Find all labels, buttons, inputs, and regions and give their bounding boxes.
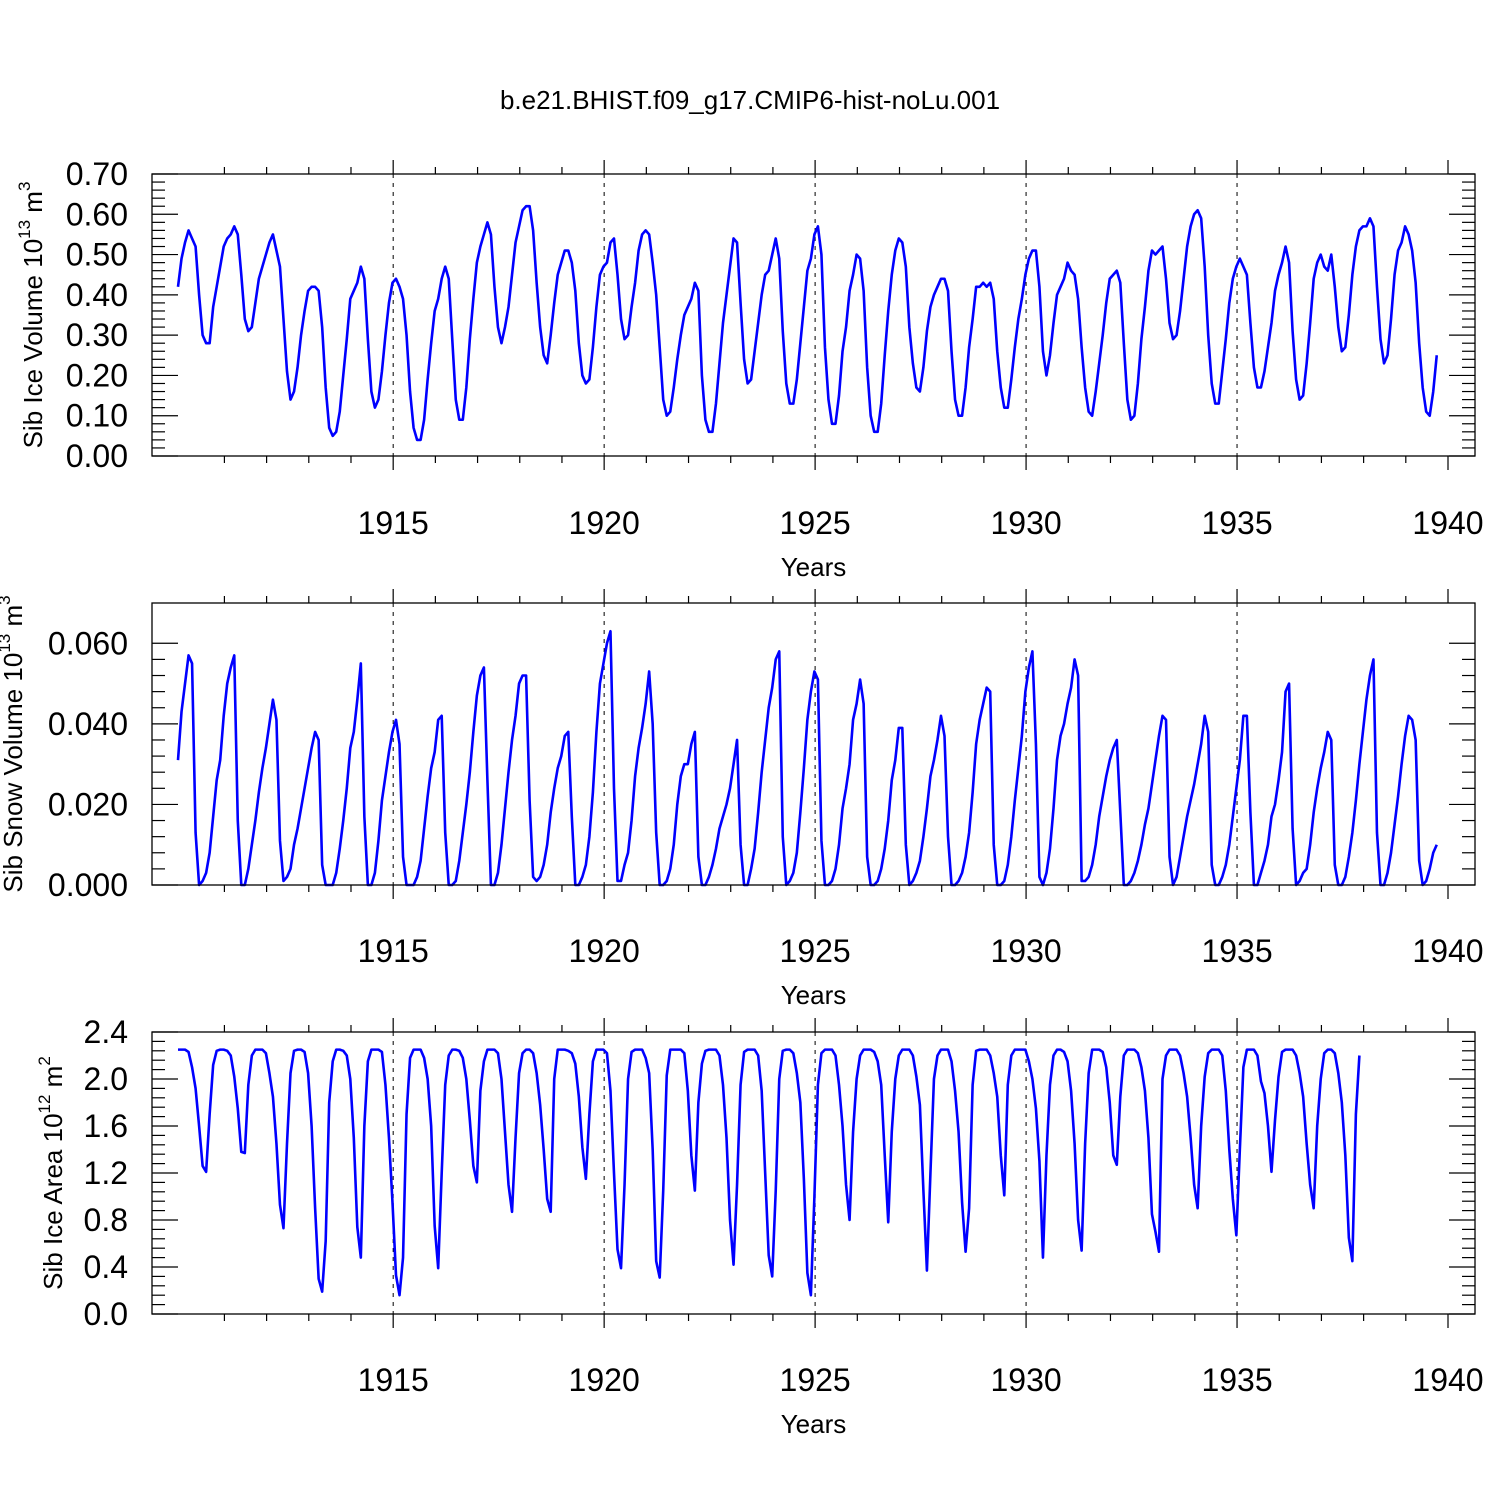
ice-volume-x-tick-labels: 1915 1920 1925 1930 1935 1940 xyxy=(358,505,1484,541)
snow-volume-y-axis-label-exponent: 13 xyxy=(0,634,14,653)
snow-volume-axis-ticks xyxy=(152,589,1475,899)
ice-volume-x-tick-label: 1915 xyxy=(358,505,429,541)
snow-volume-panel: 0.000 0.020 0.040 0.060 1915 1920 1925 1930 193… xyxy=(0,589,1484,1010)
ice-volume-plot-frame xyxy=(151,173,1476,457)
ice-area-x-tick-label: 1925 xyxy=(780,1362,851,1398)
ice-volume-y-tick-label: 0.00 xyxy=(66,438,128,474)
ice-area-plot-frame xyxy=(151,1031,1476,1315)
ice-volume-y-tick-label: 0.10 xyxy=(66,398,128,434)
snow-volume-y-axis-label: Sib Snow Volume 1013 m3 xyxy=(0,595,28,892)
ice-volume-y-tick-label: 0.30 xyxy=(66,317,128,353)
snow-volume-y-tick-label: 0.040 xyxy=(48,706,128,742)
ice-area-y-tick-label: 0.4 xyxy=(84,1249,128,1285)
snow-volume-y-tick-labels: 0.000 0.020 0.040 0.060 xyxy=(48,625,128,903)
snow-volume-x-tick-label: 1925 xyxy=(780,933,851,969)
ice-area-x-tick-label: 1935 xyxy=(1201,1362,1272,1398)
ice-volume-panel: 0.00 0.10 0.20 0.30 0.40 0.50 0.60 0.70 1915 192… xyxy=(15,156,1484,582)
ice-volume-x-axis-label: Years xyxy=(781,552,847,582)
ice-area-x-tick-label: 1940 xyxy=(1412,1362,1483,1398)
ice-volume-x-tick-label: 1935 xyxy=(1201,505,1272,541)
ice-area-gridlines xyxy=(392,1032,1238,1314)
snow-volume-x-axis-label: Years xyxy=(781,980,847,1010)
ice-volume-x-tick-label: 1930 xyxy=(990,505,1061,541)
snow-volume-y-tick-label: 0.060 xyxy=(48,625,128,661)
ice-area-y-tick-label: 0.8 xyxy=(84,1202,128,1238)
snow-volume-x-tick-labels: 1915 1920 1925 1930 1935 1940 xyxy=(358,933,1484,969)
ice-area-x-tick-label: 1930 xyxy=(990,1362,1061,1398)
ice-volume-x-tick-label: 1920 xyxy=(569,505,640,541)
ice-area-panel: 0.00.40.81.21.62.02.4 1915 1920 1925 1930 19… xyxy=(35,1014,1484,1439)
snow-volume-x-tick-label: 1920 xyxy=(569,933,640,969)
ice-volume-x-tick-label: 1940 xyxy=(1412,505,1483,541)
ice-area-y-axis-label-unit-exponent: 2 xyxy=(35,1056,54,1065)
ice-area-y-tick-labels: 0.0 0.4 0.8 1.2 1.6 2.0 2.4 xyxy=(84,1014,128,1332)
ice-volume-y-tick-label: 0.60 xyxy=(66,196,128,232)
ice-volume-y-axis-label-main: Sib Ice Volume 10 xyxy=(18,239,48,449)
snow-volume-gridlines xyxy=(392,603,1238,885)
snow-volume-y-tick-label: 0.000 xyxy=(48,867,128,903)
ice-area-series-line xyxy=(178,1048,1361,1297)
ice-volume-y-tick-label: 0.50 xyxy=(66,237,128,273)
ice-volume-y-axis-label-unit-exponent: 3 xyxy=(15,182,34,191)
ice-area-y-tick-label: 1.2 xyxy=(84,1155,128,1191)
ice-volume-gridlines xyxy=(392,174,1238,456)
ice-area-y-axis-label-exponent: 12 xyxy=(35,1095,54,1114)
ice-area-y-axis-label-main: Sib Ice Area 10 xyxy=(38,1113,68,1289)
ice-volume-y-tick-label: 0.70 xyxy=(66,156,128,192)
ice-area-y-tick-label: 2.0 xyxy=(84,1061,128,1097)
snow-volume-x-tick-label: 1940 xyxy=(1412,933,1483,969)
ice-area-y-axis-label-unit: m xyxy=(38,1066,68,1095)
snow-volume-series-line xyxy=(176,629,1438,887)
snow-volume-plot-frame xyxy=(151,602,1476,886)
ice-area-y-tick-label: 2.4 xyxy=(84,1014,128,1050)
snow-volume-x-tick-label: 1915 xyxy=(358,933,429,969)
snow-volume-y-tick-label: 0.020 xyxy=(48,786,128,822)
ice-area-y-tick-label: 0.0 xyxy=(84,1296,128,1332)
ice-area-y-axis-label: Sib Ice Area 1012 m2 xyxy=(35,1056,68,1290)
ice-area-x-tick-label: 1915 xyxy=(358,1362,429,1398)
ice-area-x-tick-label: 1920 xyxy=(569,1362,640,1398)
ice-volume-series-line xyxy=(176,204,1439,442)
ice-volume-axis-ticks xyxy=(152,160,1475,470)
ice-volume-y-axis-label: Sib Ice Volume 1013 m3 xyxy=(15,182,48,449)
ice-volume-y-tick-labels: 0.00 0.10 0.20 0.30 0.40 0.50 0.60 0.70 xyxy=(66,156,128,474)
figure-title: b.e21.BHIST.f09_g17.CMIP6-hist-noLu.001 xyxy=(500,85,1000,115)
snow-volume-x-tick-label: 1935 xyxy=(1201,933,1272,969)
snow-volume-y-axis-label-main: Sib Snow Volume 10 xyxy=(0,653,28,893)
snow-volume-y-axis-label-unit-exponent: 3 xyxy=(0,595,14,604)
ice-area-x-axis-label: Years xyxy=(781,1409,847,1439)
ice-volume-y-tick-label: 0.40 xyxy=(66,277,128,313)
ice-volume-y-axis-label-unit: m xyxy=(18,191,48,220)
snow-volume-x-tick-label: 1930 xyxy=(990,933,1061,969)
ice-area-x-tick-labels: 1915 1920 1925 1930 1935 1940 xyxy=(358,1362,1484,1398)
snow-volume-y-axis-label-unit: m xyxy=(0,605,28,634)
ice-volume-x-tick-label: 1925 xyxy=(780,505,851,541)
ice-area-y-tick-label: 1.6 xyxy=(84,1108,128,1144)
ice-volume-y-tick-label: 0.20 xyxy=(66,357,128,393)
ice-area-axis-ticks xyxy=(152,1018,1475,1328)
ice-volume-y-axis-label-exponent: 13 xyxy=(15,220,34,239)
